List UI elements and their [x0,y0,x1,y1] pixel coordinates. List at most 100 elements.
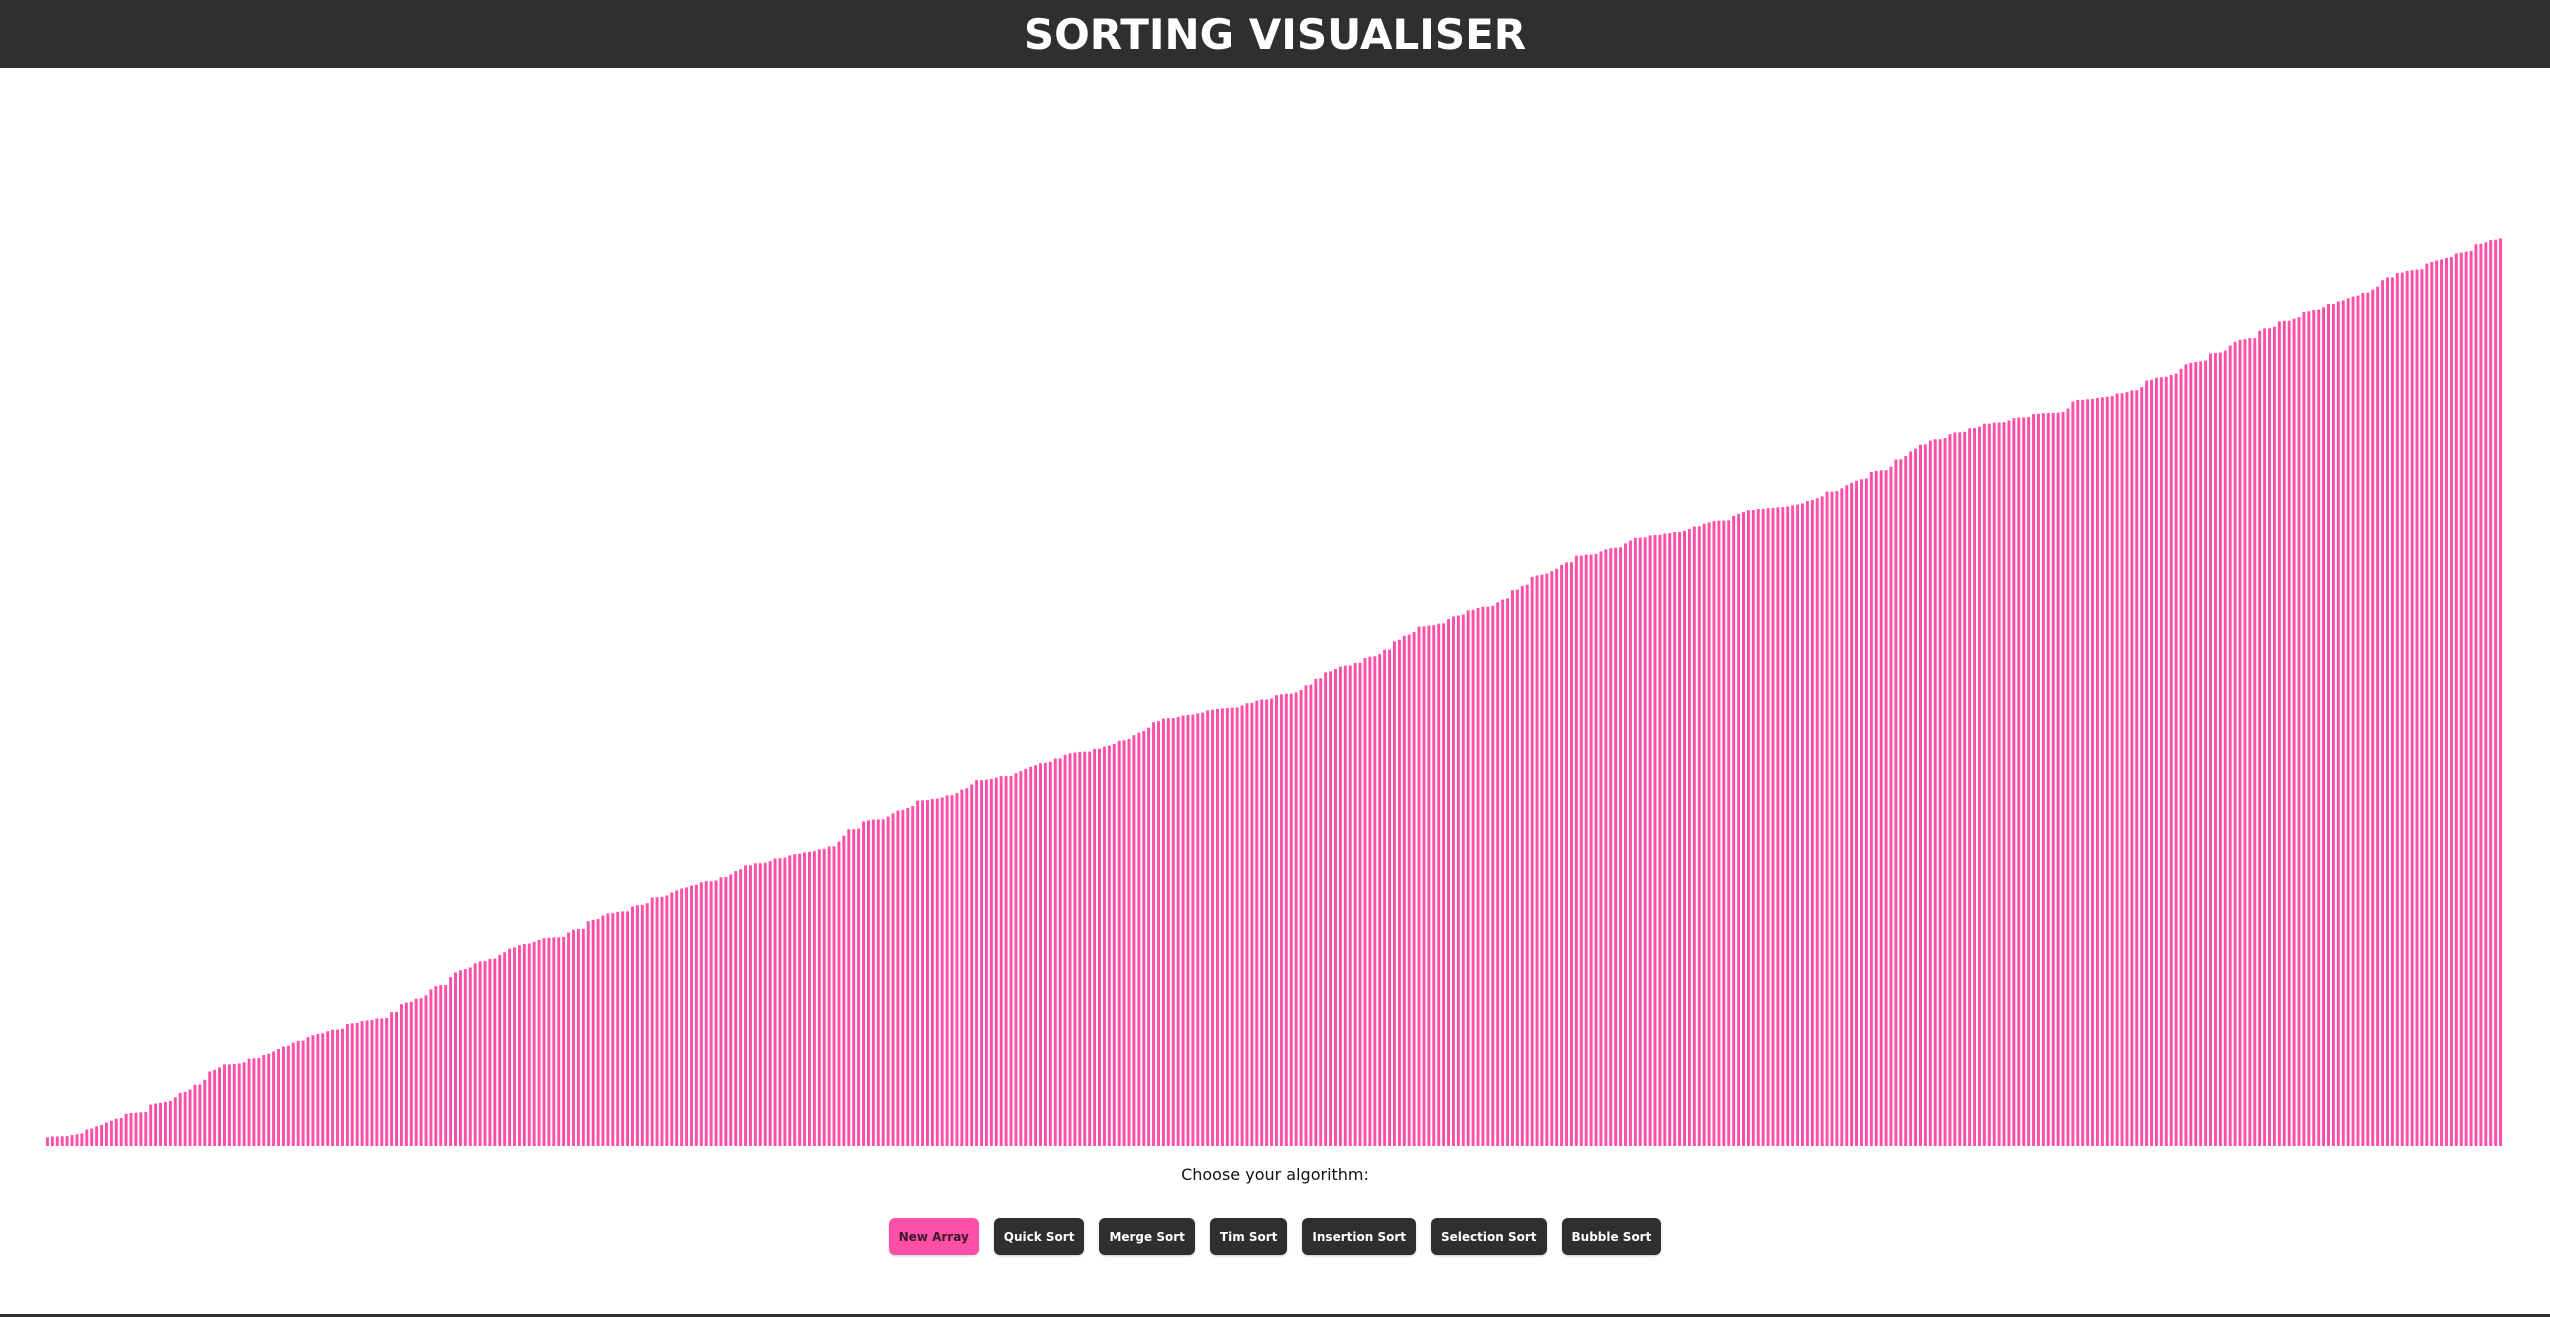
array-bar [1653,535,1657,1146]
array-bar [2336,301,2340,1146]
array-bar [2056,412,2060,1147]
array-bar [70,1135,74,1146]
array-bar [2253,338,2257,1146]
array-bar [960,789,964,1146]
array-bar [581,928,585,1146]
array-bar [1732,515,1736,1146]
array-bar [306,1037,310,1146]
array-bar [345,1023,349,1146]
array-bar [1879,470,1883,1147]
array-bar [1722,520,1726,1146]
insertion-sort-button[interactable]: Insertion Sort [1302,1218,1416,1255]
array-bar [449,977,453,1146]
array-bar [1761,508,1765,1146]
array-bar [2150,379,2153,1146]
array-bar [375,1018,379,1146]
array-bar [876,819,880,1146]
array-bar [193,1084,197,1146]
array-bar [1815,498,1819,1147]
array-bar [758,863,762,1146]
array-bar [1230,707,1234,1146]
new-array-button[interactable]: New Array [888,1218,979,1255]
array-bar [1019,771,1023,1146]
array-bar [1982,423,1986,1146]
quick-sort-button[interactable]: Quick Sort [993,1218,1085,1255]
array-bar [685,887,689,1146]
array-bar [1338,666,1342,1146]
array-bar [1324,672,1328,1146]
array-bar [1673,532,1677,1146]
array-bar [2410,270,2414,1146]
array-bar [1510,590,1514,1146]
array-bar [114,1118,118,1146]
array-bar [1663,533,1667,1146]
array-bar [90,1128,94,1146]
array-bar [95,1126,99,1146]
array-bar [1771,507,1775,1146]
array-bar [1584,554,1588,1146]
array-bar [2435,260,2439,1147]
array-bar [606,913,610,1146]
array-bar [1963,431,1967,1146]
array-bar [458,970,462,1146]
array-bar [1805,501,1809,1146]
array-bar [380,1018,384,1146]
array-bar [2322,307,2326,1146]
array-bar [149,1104,153,1146]
array-bar [1781,507,1785,1147]
array-bar [2032,414,2036,1147]
array-bar [1353,662,1357,1146]
array-bar [2179,368,2183,1146]
bubble-sort-button[interactable]: Bubble Sort [1561,1218,1662,1255]
array-bar [807,851,811,1146]
array-bar [1766,508,1770,1146]
array-bar [734,871,738,1146]
array-bar [2331,304,2335,1146]
array-bar [975,780,979,1146]
array-bar [419,998,423,1146]
array-bar [2213,353,2217,1146]
array-bar [360,1021,364,1146]
selection-sort-button[interactable]: Selection Sort [1430,1218,1547,1255]
array-bar [429,989,433,1146]
array-bar [1658,534,1662,1146]
merge-sort-button[interactable]: Merge Sort [1099,1218,1195,1255]
array-bar [2135,390,2139,1146]
tim-sort-button[interactable]: Tim Sort [1209,1218,1288,1255]
array-bar [1456,615,1460,1146]
array-bar [218,1067,222,1146]
array-bar [104,1122,108,1146]
array-bar [1717,520,1721,1146]
array-bar [1471,609,1475,1146]
array-bar [1486,606,1490,1146]
array-bar [699,882,703,1146]
array-bar [1899,459,1903,1146]
array-bar [714,880,718,1146]
array-bar [965,788,969,1146]
array-bar [1373,656,1377,1146]
array-bar [1501,599,1505,1146]
array-bar [1314,678,1318,1146]
array-bar [1098,748,1101,1146]
array-bar [1270,698,1274,1146]
array-bar [463,969,467,1146]
array-bar [1481,606,1485,1146]
array-bar [2277,321,2281,1146]
array-bar [2282,320,2286,1146]
array-bar [522,944,526,1146]
array-bar [1048,761,1052,1146]
array-bar [222,1064,226,1146]
array-bar [2425,263,2429,1146]
array-bar [1275,695,1278,1146]
array-bar [2140,387,2144,1146]
array-bar [2307,311,2311,1146]
array-bar [1329,671,1333,1146]
array-bar [395,1012,398,1146]
array-bar [675,890,679,1146]
array-bar [1648,535,1652,1146]
array-bar [1796,504,1800,1146]
array-bar [2115,393,2119,1146]
array-bar [690,885,693,1146]
array-bar [1825,491,1829,1147]
array-bar [1235,707,1239,1146]
